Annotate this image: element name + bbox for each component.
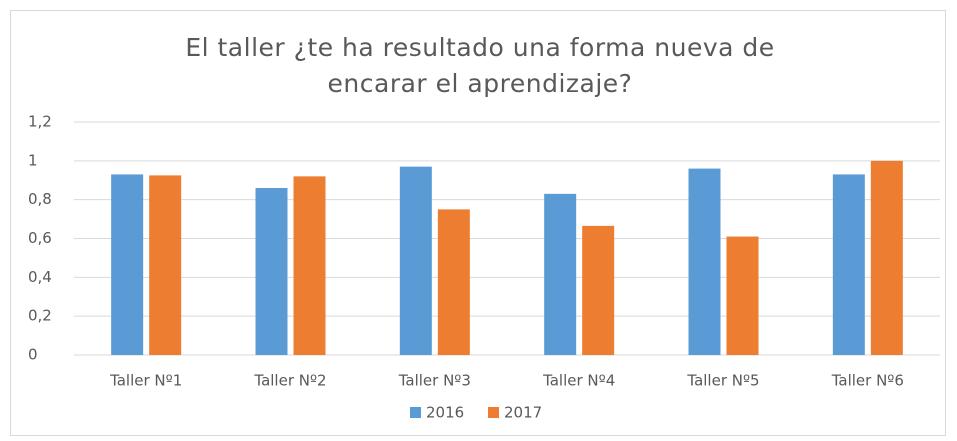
bar bbox=[149, 175, 182, 355]
x-tick-label: Taller Nº3 bbox=[398, 372, 471, 390]
legend-label: 2016 bbox=[426, 404, 464, 422]
chart-title: El taller ¿te ha resultado una forma nue… bbox=[185, 33, 775, 98]
bar bbox=[726, 236, 759, 355]
bar bbox=[255, 188, 288, 355]
bar bbox=[832, 174, 865, 355]
bar bbox=[688, 168, 721, 355]
x-tick-label: Taller Nº5 bbox=[686, 372, 759, 390]
bar bbox=[399, 166, 432, 355]
y-tick-label: 0,4 bbox=[28, 268, 52, 286]
legend-swatch bbox=[488, 407, 499, 418]
x-tick-label: Taller Nº1 bbox=[109, 372, 182, 390]
y-tick-label: 0,6 bbox=[28, 229, 52, 247]
y-tick-label: 1,2 bbox=[28, 113, 52, 131]
y-tick-label: 0,8 bbox=[28, 190, 52, 208]
legend-swatch bbox=[410, 407, 421, 418]
bar bbox=[293, 176, 326, 355]
bar bbox=[582, 225, 615, 355]
bar bbox=[544, 193, 577, 355]
x-tick-label: Taller Nº2 bbox=[253, 372, 326, 390]
legend-label: 2017 bbox=[504, 404, 542, 422]
y-tick-label: 1 bbox=[28, 151, 38, 169]
bar bbox=[437, 209, 470, 355]
bar bbox=[870, 160, 903, 355]
y-tick-label: 0 bbox=[28, 346, 38, 364]
x-tick-label: Taller Nº6 bbox=[831, 372, 904, 390]
x-tick-label: Taller Nº4 bbox=[542, 372, 615, 390]
y-tick-label: 0,2 bbox=[28, 307, 52, 325]
chart-border bbox=[10, 10, 946, 436]
bar bbox=[111, 174, 144, 355]
